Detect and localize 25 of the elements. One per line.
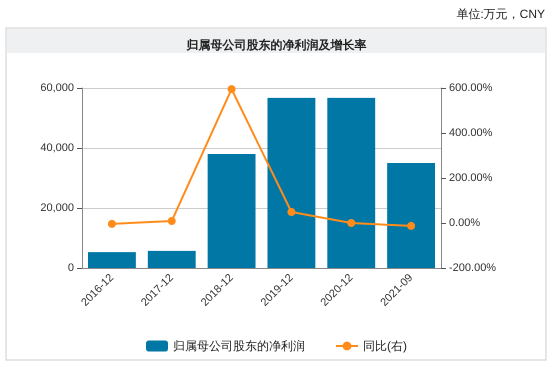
y2-tick-label: 600.00% <box>449 82 493 94</box>
y-tick-label: 0 <box>68 262 74 274</box>
legend-label: 同比(右) <box>363 339 408 353</box>
y2-tick-label: 400.00% <box>449 127 493 139</box>
point <box>347 219 356 227</box>
y-tick-label: 20,000 <box>40 202 74 214</box>
bar <box>88 252 136 268</box>
y2-tick-label: -200.00% <box>449 262 496 274</box>
y2-tick-label: 200.00% <box>449 172 493 184</box>
y2-tick-label: 0.00% <box>449 217 480 229</box>
bar <box>387 163 436 268</box>
chart-title: 归属母公司股东的净利润及增长率 <box>186 38 366 52</box>
legend-label: 归属母公司股东的净利润 <box>173 339 306 353</box>
bar <box>327 98 376 268</box>
bar <box>267 98 316 268</box>
point <box>407 222 416 230</box>
y-tick-label: 40,000 <box>40 142 74 154</box>
point <box>108 220 116 228</box>
text: 单位:万元，CNY <box>456 7 545 21</box>
bar <box>148 250 196 268</box>
point <box>168 216 176 225</box>
point <box>228 85 236 94</box>
bar <box>208 154 256 268</box>
point <box>287 208 296 216</box>
y-tick-label: 60,000 <box>40 82 74 94</box>
